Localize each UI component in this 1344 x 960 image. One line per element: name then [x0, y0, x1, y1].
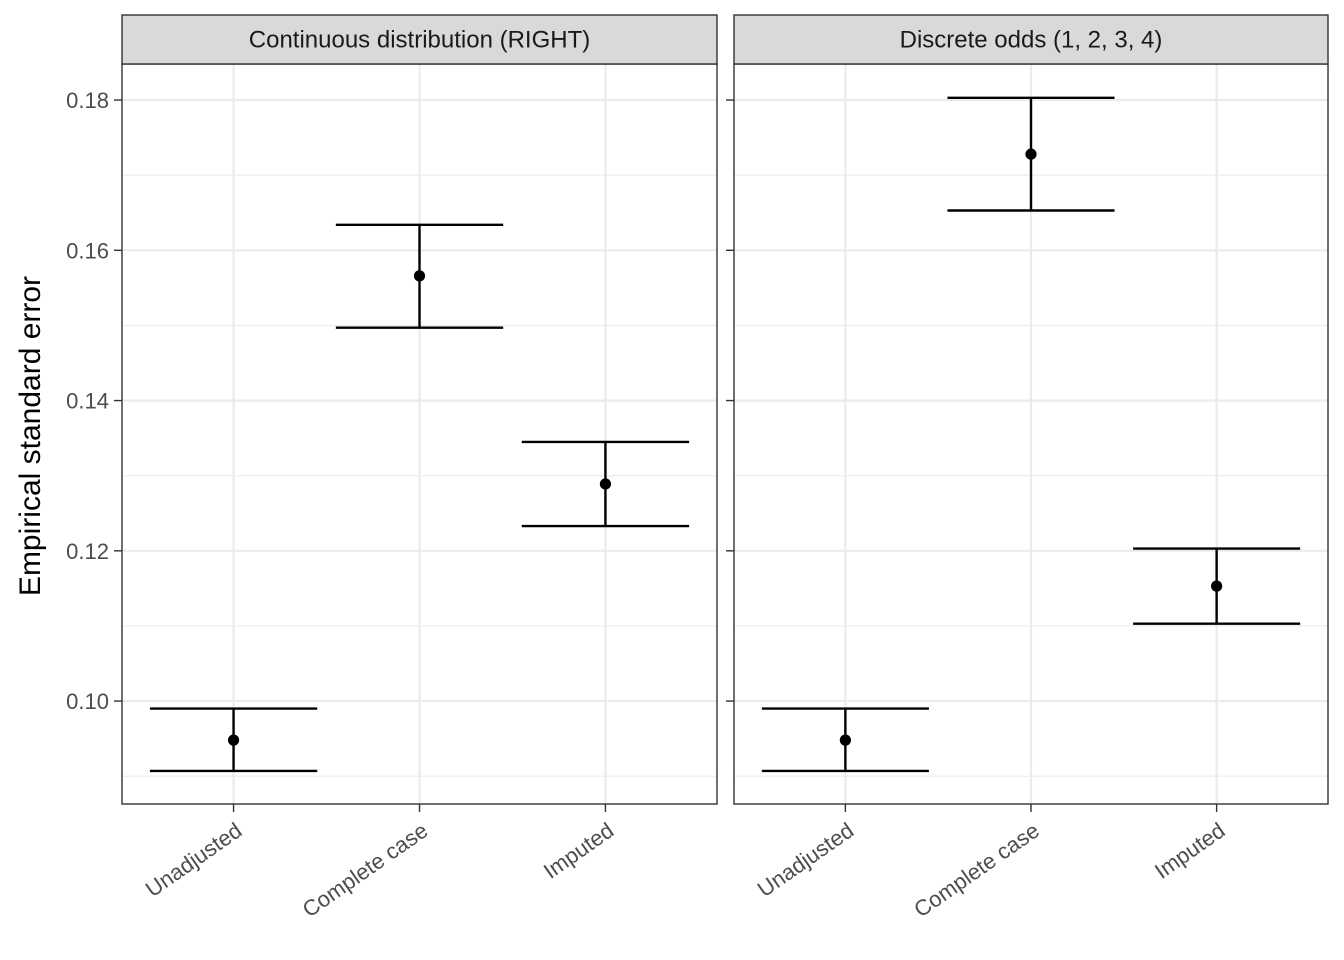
errorbar-imputed [521, 440, 690, 528]
point-estimate [839, 734, 851, 746]
facet-strip-label: Discrete odds (1, 2, 3, 4) [900, 27, 1163, 54]
point-estimate [413, 270, 426, 282]
x-tick-label: Complete case [298, 818, 433, 923]
errorbar-unadjusted [149, 707, 318, 773]
y-tick-label: 0.14 [66, 389, 109, 414]
y-tick-label: 0.18 [66, 88, 109, 113]
facet-strip-label: Continuous distribution (RIGHT) [249, 27, 590, 54]
y-tick-label: 0.10 [66, 689, 109, 714]
facet-panels: Continuous distribution (RIGHT) Unadjuste… [66, 14, 1329, 923]
errorbar-imputed [1133, 547, 1301, 625]
y-axis-title: Empirical standard error [14, 276, 47, 596]
facet-strip [733, 14, 1329, 65]
panel-2: Discrete odds (1, 2, 3, 4) Unadjusted Comp… [726, 14, 1329, 923]
point-estimate [1025, 148, 1037, 160]
x-tick-label: Imputed [539, 818, 618, 884]
panel-1: Continuous distribution (RIGHT) Unadjuste… [66, 14, 718, 923]
errorbar-complete-case [335, 223, 504, 329]
y-tick-label: 0.12 [66, 539, 109, 564]
x-tick-label: Imputed [1150, 818, 1229, 884]
x-tick-label: Complete case [909, 818, 1044, 923]
point-estimate [599, 478, 612, 490]
x-tick-label: Unadjusted [141, 818, 247, 902]
errorbar-complete-case [947, 96, 1115, 212]
y-tick-label: 0.16 [66, 238, 109, 263]
facet-strip [121, 14, 718, 65]
errorbar-unadjusted [761, 707, 929, 773]
point-estimate [227, 734, 240, 746]
point-estimate [1211, 580, 1223, 592]
x-tick-label: Unadjusted [753, 818, 859, 902]
